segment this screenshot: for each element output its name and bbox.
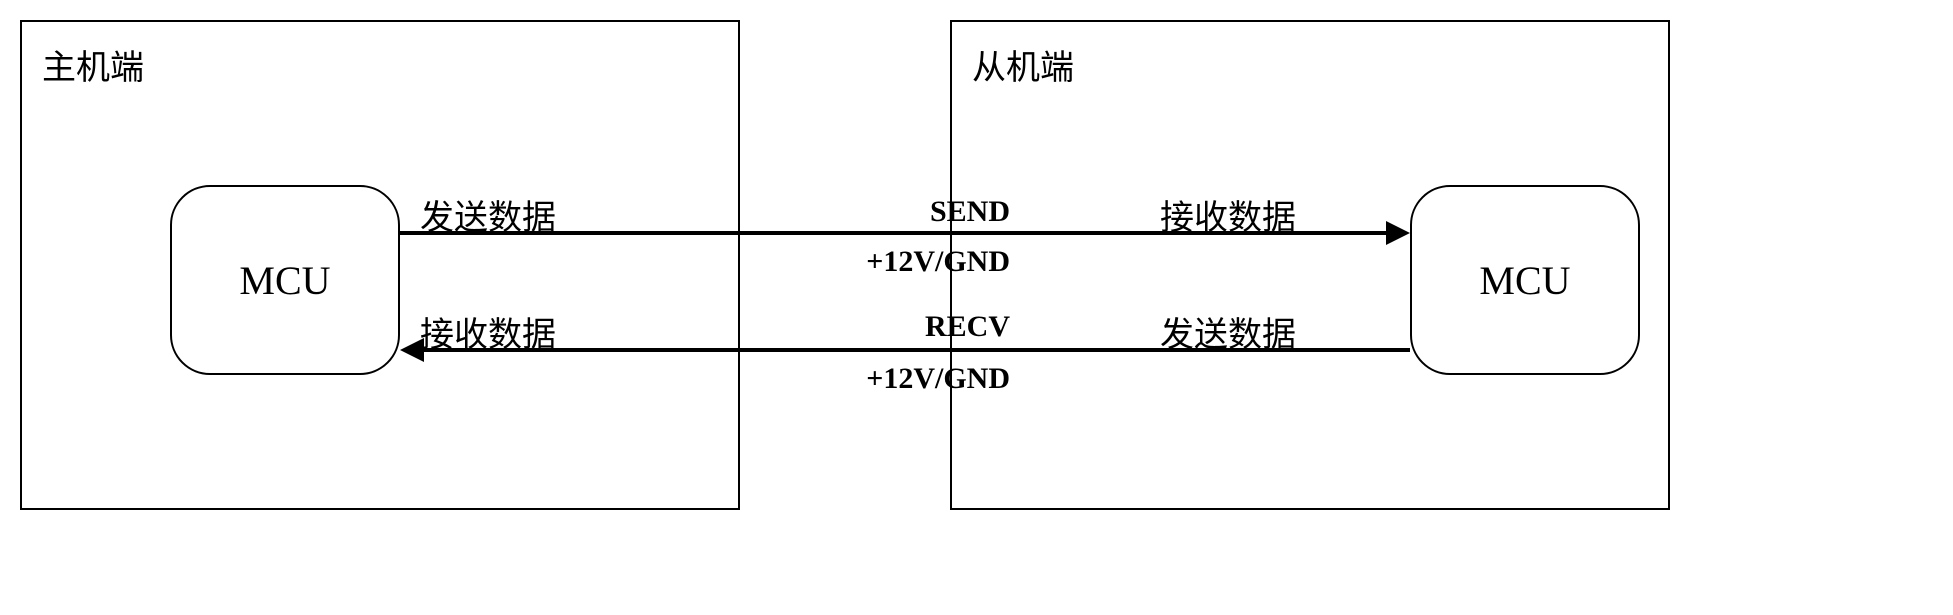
send-left-label: 发送数据: [420, 190, 556, 239]
block-diagram: 主机端 MCU 从机端 MCU 发送数据 接收数据 接收数据 发送数据 SEND…: [20, 20, 1953, 595]
master-mcu-label: MCU: [239, 257, 330, 304]
center-recv-label: RECV: [850, 310, 1010, 344]
master-mcu: MCU: [170, 185, 400, 375]
slave-mcu-label: MCU: [1479, 257, 1570, 304]
send-arrowhead-icon: [1386, 221, 1410, 245]
slave-mcu: MCU: [1410, 185, 1640, 375]
recv-left-label: 接收数据: [420, 307, 556, 356]
master-title: 主机端: [42, 40, 144, 89]
center-recv-volt-label: +12V/GND: [850, 362, 1010, 396]
center-send-volt-label: +12V/GND: [850, 245, 1010, 279]
center-send-label: SEND: [850, 195, 1010, 229]
send-right-label: 接收数据: [1160, 190, 1296, 239]
recv-right-label: 发送数据: [1160, 307, 1296, 356]
slave-title: 从机端: [972, 40, 1074, 89]
